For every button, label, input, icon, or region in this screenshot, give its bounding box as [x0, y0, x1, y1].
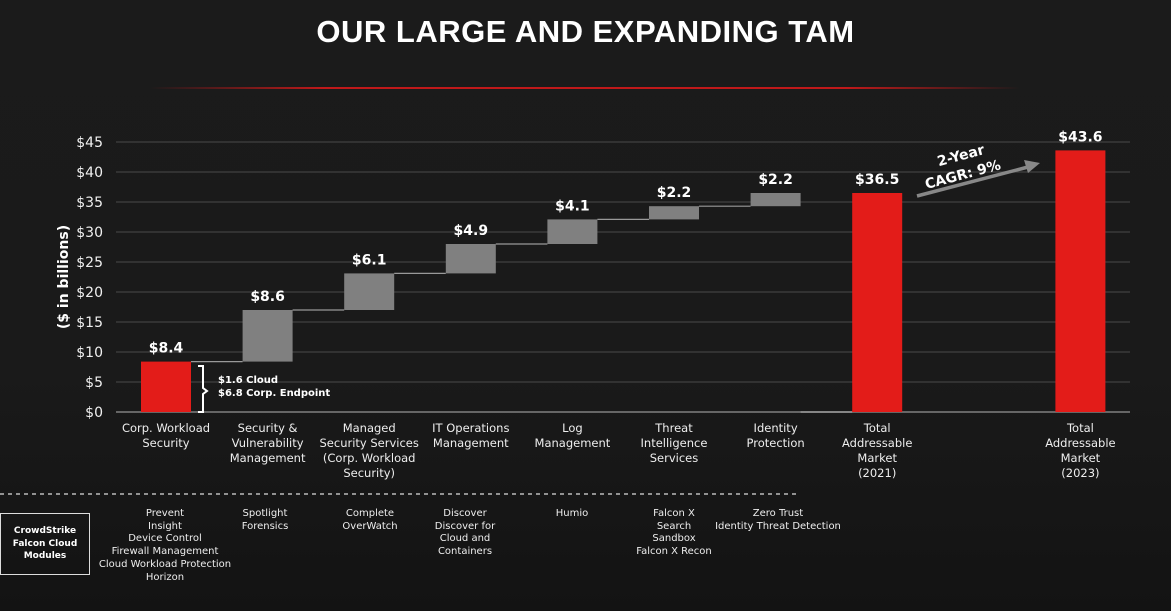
- category-label: Addressable: [842, 436, 912, 450]
- data-label: $36.5: [855, 172, 899, 188]
- module-item: Discover: [443, 508, 487, 519]
- data-label: $2.2: [758, 172, 793, 188]
- modules-label-line: Modules: [23, 551, 67, 562]
- module-item: Sandbox: [652, 533, 696, 545]
- data-label: $8.6: [250, 289, 285, 305]
- category-label: Security): [343, 466, 395, 480]
- category-label: Management: [230, 451, 306, 465]
- y-tick-label: $20: [76, 285, 103, 301]
- module-item: Zero Trust: [752, 508, 804, 519]
- module-item: Humio: [555, 508, 589, 519]
- module-item: Complete: [345, 508, 395, 519]
- module-item: Containers: [437, 546, 493, 558]
- category-label: Threat: [654, 421, 693, 435]
- category-label: Market: [1061, 451, 1101, 465]
- module-column: Falcon X Search Sandbox Falcon X Recon: [594, 508, 754, 559]
- category-label: Management: [535, 436, 611, 450]
- module-column: Zero Trust Identity Threat Detection: [698, 508, 858, 533]
- data-label: $8.4: [149, 341, 184, 357]
- module-column: Humio: [492, 508, 652, 521]
- module-item: Insight: [148, 520, 182, 532]
- module-item: Forensics: [241, 520, 289, 532]
- bar-8: [1055, 150, 1106, 412]
- category-label: Intelligence: [641, 436, 708, 450]
- category-label: Protection: [747, 436, 805, 450]
- category-label: Security Services: [320, 436, 419, 450]
- y-tick-label: $40: [76, 165, 103, 181]
- bar-7: [852, 193, 903, 412]
- data-label: $43.6: [1058, 129, 1102, 145]
- modules-label-box: CrowdStrike Falcon Cloud Modules: [0, 513, 90, 575]
- breakdown-annotation: $1.6 Cloud: [218, 375, 278, 386]
- page-title: OUR LARGE AND EXPANDING TAM: [316, 14, 855, 49]
- module-column: Prevent Insight Device Control Firewall Man…: [85, 508, 245, 584]
- bar-3: [445, 244, 496, 274]
- category-label: Vulnerability: [232, 436, 304, 450]
- y-tick-label: $5: [85, 375, 103, 391]
- category-label: Management: [433, 436, 509, 450]
- bar-4: [547, 219, 598, 244]
- category-label: (2023): [1061, 466, 1099, 480]
- bar-5: [649, 206, 699, 220]
- category-label: Addressable: [1045, 436, 1115, 450]
- y-tick-label: $10: [76, 345, 103, 361]
- module-item: Horizon: [145, 571, 185, 583]
- y-tick-label: $30: [76, 225, 103, 241]
- category-label: (Corp. Workload: [323, 451, 416, 465]
- brace-icon: [198, 365, 209, 413]
- cagr-arrow: [916, 165, 1029, 198]
- category-label: (2021): [858, 466, 896, 480]
- y-tick-label: $0: [85, 405, 103, 421]
- module-column: Spotlight Forensics: [185, 508, 345, 533]
- module-item: OverWatch: [342, 520, 398, 532]
- bar-2: [344, 273, 395, 310]
- data-label: $6.1: [352, 252, 387, 268]
- module-item: Falcon X Recon: [636, 546, 712, 558]
- category-label: Corp. Workload: [122, 421, 210, 435]
- module-item: Discover for: [434, 520, 496, 532]
- category-label: Log: [562, 421, 583, 435]
- module-column: Complete OverWatch: [290, 508, 450, 533]
- y-tick-label: $15: [76, 315, 103, 331]
- module-item: Prevent: [145, 508, 185, 519]
- category-label: Services: [650, 451, 699, 465]
- y-tick-label: $25: [76, 255, 103, 271]
- y-tick-label: $45: [76, 135, 103, 151]
- modules-label-line: Falcon Cloud: [12, 538, 78, 549]
- title-divider: [150, 87, 1020, 89]
- category-label: Managed: [343, 421, 396, 435]
- category-label: Security &: [238, 421, 298, 435]
- category-label: Security: [142, 436, 189, 450]
- modules-label-line: CrowdStrike: [13, 526, 77, 537]
- category-label: IT Operations: [432, 421, 509, 435]
- module-item: Spotlight: [242, 508, 288, 519]
- bar-6: [750, 193, 801, 207]
- module-item: Identity Threat Detection: [715, 520, 841, 532]
- y-tick-label: $35: [76, 195, 103, 211]
- data-label: $4.9: [454, 223, 489, 239]
- category-label: Identity: [754, 421, 798, 435]
- bar-1: [242, 310, 293, 362]
- y-axis-label: ($ in billions): [56, 225, 72, 329]
- category-label: Total: [1066, 421, 1094, 435]
- arrow-head-icon: [1024, 160, 1040, 173]
- data-label: $2.2: [657, 185, 692, 201]
- module-column: Discover Discover for Cloud and Containers: [385, 508, 545, 559]
- module-item: Device Control: [128, 533, 202, 545]
- module-item: Firewall Management: [111, 546, 219, 558]
- category-label: Market: [857, 451, 897, 465]
- data-label: $4.1: [555, 198, 590, 214]
- module-item: Falcon X: [653, 508, 695, 519]
- bar-0: [141, 361, 191, 412]
- module-item: Search: [656, 520, 692, 532]
- breakdown-annotation: $6.8 Corp. Endpoint: [218, 388, 330, 399]
- module-item: Cloud Workload Protection: [98, 558, 232, 570]
- category-label: Total: [863, 421, 891, 435]
- module-item: Cloud and: [439, 533, 491, 545]
